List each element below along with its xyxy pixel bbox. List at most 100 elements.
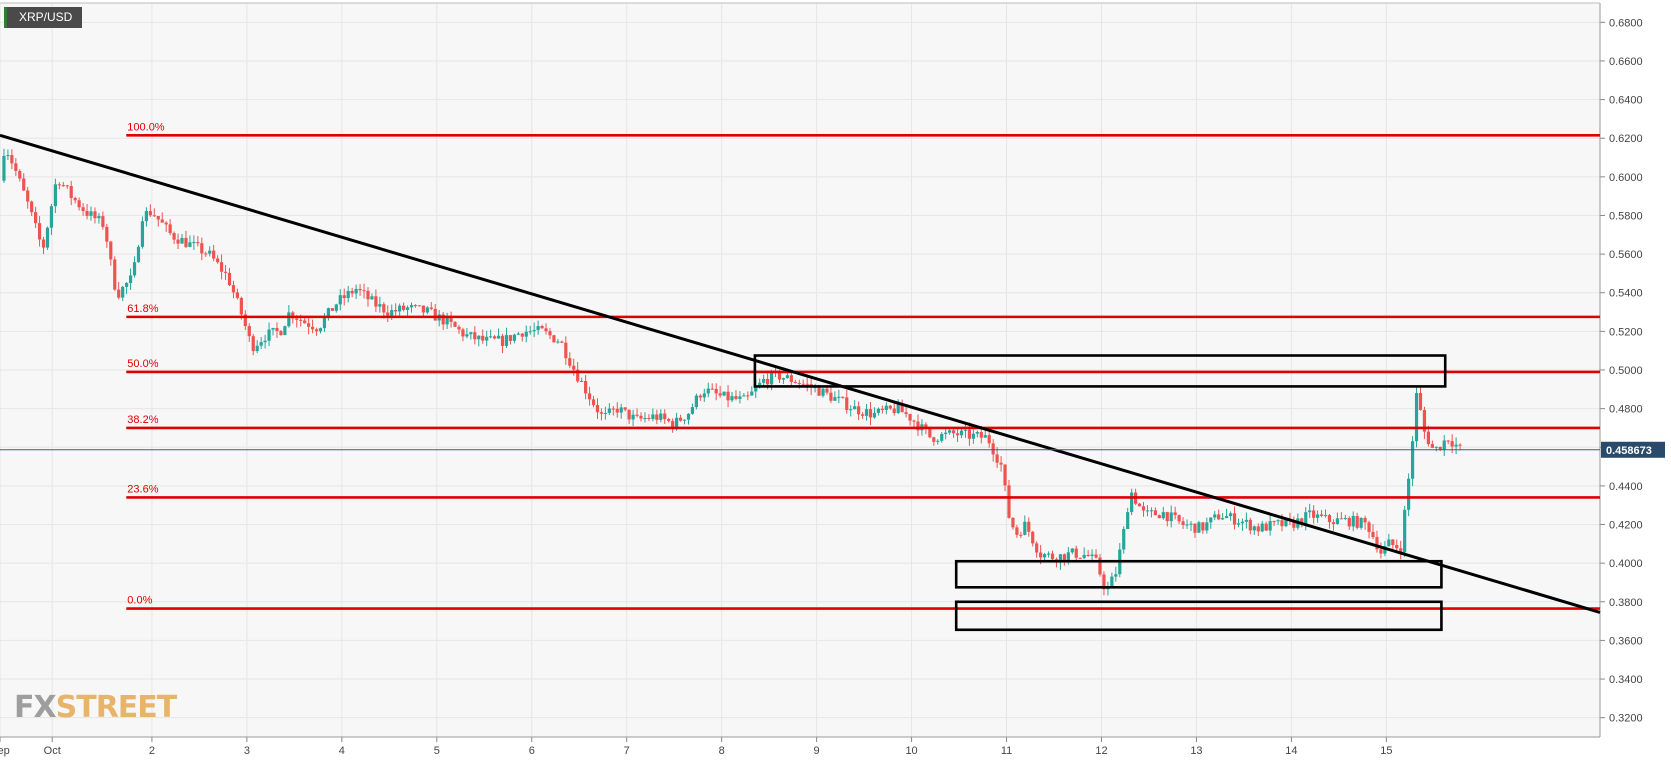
candle-body [485, 336, 489, 341]
candle-body [401, 305, 406, 310]
y-tick-label: 0.6400 [1609, 95, 1643, 107]
candle-body [1359, 517, 1363, 528]
support-resistance-zone [753, 354, 1447, 388]
candle-body [172, 233, 176, 240]
candle-body [568, 358, 572, 366]
candle-body [34, 212, 38, 224]
candle-body [492, 336, 497, 339]
logo-part-street: STREET [55, 690, 178, 725]
candle-body [591, 399, 596, 406]
candle-body [702, 393, 706, 398]
candle-body [413, 305, 418, 307]
candle-body [1430, 444, 1434, 448]
candle-body [1256, 526, 1260, 532]
candle-body [283, 326, 287, 336]
candle-body [1339, 518, 1343, 520]
candle-body [714, 388, 718, 394]
candle-body [1284, 519, 1288, 527]
candle-body [564, 342, 568, 359]
candle-body [1403, 509, 1407, 553]
logo-part-fx: FX [14, 690, 57, 725]
candle-body [449, 317, 453, 322]
candle-body [322, 317, 327, 329]
candle-body [849, 409, 853, 411]
candle-body [188, 242, 192, 247]
candle-body [671, 421, 675, 428]
candle-body [789, 375, 793, 382]
candle-body [263, 340, 267, 343]
candle-body [845, 397, 849, 410]
y-tick-label: 0.4200 [1609, 520, 1643, 532]
candle-body [1454, 444, 1458, 447]
candle-body [1209, 517, 1213, 523]
candle-body [754, 386, 758, 392]
candle-body [797, 383, 801, 385]
candle-body [1225, 516, 1229, 519]
fib-level-label: 100.0% [127, 121, 165, 133]
candle-body [251, 336, 255, 352]
candle-body [219, 262, 224, 272]
candle-body [180, 237, 184, 244]
candle-body [1434, 446, 1438, 448]
candle-body [785, 375, 790, 379]
x-tick-label: 6 [529, 745, 535, 757]
candle-body [876, 408, 881, 413]
candle-body [1221, 518, 1225, 520]
candle-body [932, 437, 936, 442]
candle-body [1236, 523, 1241, 525]
candle-body [425, 307, 429, 313]
candle-body [457, 326, 461, 330]
candle-body [991, 443, 995, 455]
candle-body [2, 155, 6, 181]
candle-body [489, 336, 493, 338]
candle-body [473, 332, 477, 340]
candle-body [1046, 553, 1051, 555]
candle-body [975, 431, 979, 434]
candle-body [144, 211, 149, 222]
candle-body [227, 272, 232, 286]
candle-body [837, 396, 841, 398]
candle-body [176, 239, 180, 244]
candle-body [255, 345, 259, 352]
candle-body [1122, 529, 1126, 550]
candle-body [805, 383, 809, 385]
candle-body [611, 408, 615, 410]
candle-body [6, 155, 10, 157]
candle-body [136, 246, 141, 263]
candle-body [971, 433, 975, 439]
candle-body [314, 329, 319, 332]
candle-body [1126, 512, 1130, 530]
candle-body [853, 406, 857, 410]
candle-body [132, 262, 137, 276]
candle-body [216, 258, 220, 263]
candle-body [959, 430, 964, 436]
candle-body [45, 227, 50, 248]
y-tick-label: 0.6200 [1609, 133, 1643, 145]
candle-body [560, 341, 564, 343]
fib-level-label: 61.8% [127, 303, 158, 315]
y-tick-label: 0.6800 [1609, 17, 1643, 29]
candle-body [896, 403, 900, 414]
current-price-label: 0.458673 [1606, 445, 1652, 457]
candle-body [247, 326, 251, 337]
candle-body [504, 335, 509, 346]
candle-body [1090, 554, 1094, 556]
candle-body [303, 320, 307, 324]
candle-body [619, 407, 623, 413]
candle-body [940, 434, 944, 441]
candle-body [1074, 548, 1078, 558]
candle-body [441, 314, 445, 325]
candle-body [698, 395, 702, 398]
y-tick-label: 0.5400 [1609, 288, 1643, 300]
candle-body [758, 382, 762, 387]
candle-body [73, 197, 77, 201]
candle-body [1066, 552, 1070, 561]
x-tick-label: Sep [0, 745, 10, 757]
candle-body [544, 328, 548, 332]
candle-body [30, 201, 34, 213]
candle-body [1137, 503, 1142, 507]
fib-level-label: 38.2% [127, 414, 158, 426]
candle-body [378, 304, 382, 307]
current-price-badge [1601, 441, 1665, 458]
